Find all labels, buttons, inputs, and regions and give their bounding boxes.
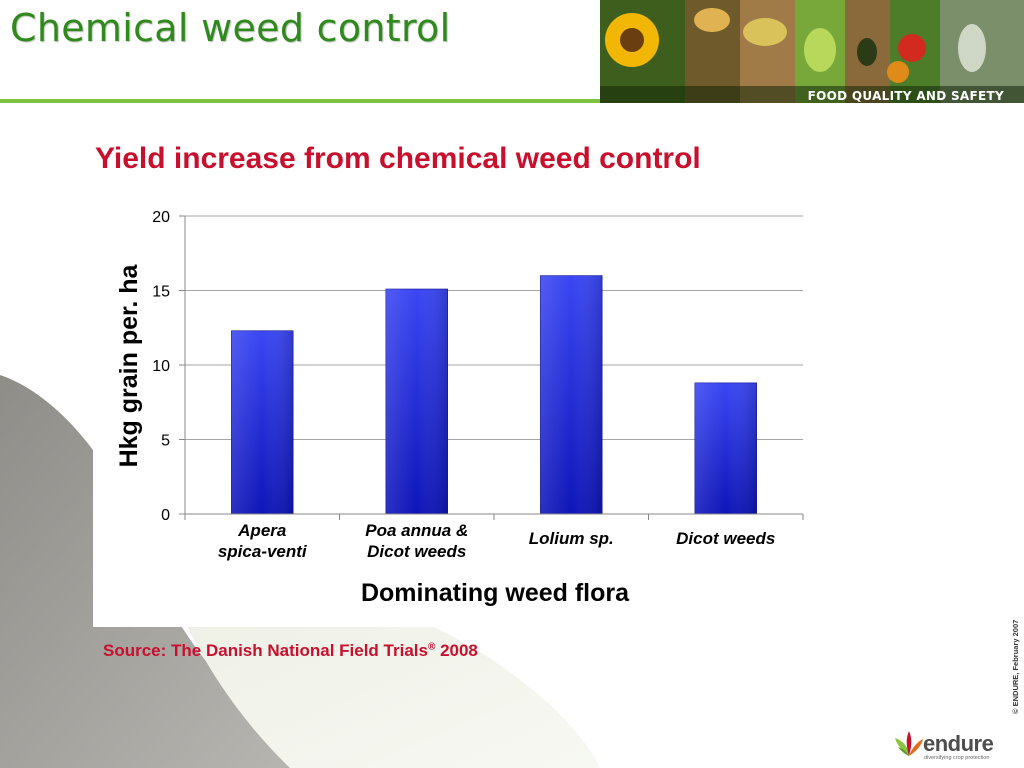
leaf-icon	[895, 731, 923, 756]
x-axis	[184, 216, 804, 520]
bar-sheen	[540, 275, 603, 514]
background-pale-leaf	[175, 584, 600, 768]
x-category-label: spica-venti	[218, 542, 308, 561]
source-citation: Source: The Danish National Field Trials…	[103, 641, 478, 661]
insect-image	[857, 38, 877, 66]
y-tick-label: 15	[152, 284, 170, 301]
y-axis-ticks: 0 5 10 15 20	[152, 209, 185, 524]
copyright-notice: © ENDURE, February 2007	[1011, 619, 1020, 714]
x-category-labels: Apera spica-venti Poa annua & Dicot weeds Lo…	[218, 521, 776, 561]
bar-sheen	[385, 289, 448, 514]
logo-wordmark: endure	[923, 731, 994, 756]
chart-panel	[93, 195, 913, 627]
x-category-label: Apera	[237, 521, 286, 540]
x-category-label: Dicot weeds	[367, 542, 466, 561]
x-category-label: Dicot weeds	[676, 529, 775, 548]
bar-sheen	[231, 330, 294, 514]
y-tick-label: 0	[161, 507, 170, 524]
slide-title: Chemical weed control	[10, 6, 451, 50]
y-axis-title: Hkg grain per. ha	[115, 263, 143, 467]
title-divider	[0, 99, 600, 103]
chart-title: Yield increase from chemical weed contro…	[95, 142, 701, 175]
banana-image	[743, 18, 787, 46]
bars	[231, 275, 757, 515]
farmer-image	[958, 24, 986, 72]
endure-logo: endure diversifying crop protection	[893, 728, 994, 764]
x-category-label: Lolium sp.	[529, 529, 614, 548]
x-category-label: Poa annua &	[365, 521, 468, 540]
source-text: Source: The Danish National Field Trials	[103, 641, 428, 660]
logo-tagline: diversifying crop protection	[924, 755, 990, 761]
photo-banner	[600, 0, 1024, 103]
tomato-image	[898, 34, 926, 62]
source-year: 2008	[435, 641, 478, 660]
background-grey-leaf	[0, 375, 320, 768]
y-tick-label: 5	[161, 433, 170, 450]
y-tick-label: 20	[152, 209, 170, 226]
banner-caption: FOOD QUALITY AND SAFETY	[807, 89, 1004, 103]
registered-mark: ®	[427, 641, 436, 653]
x-axis-title: Dominating weed flora	[361, 579, 630, 607]
beetle-image	[694, 8, 730, 32]
y-tick-label: 10	[152, 358, 170, 375]
bar-sheen	[694, 382, 757, 514]
